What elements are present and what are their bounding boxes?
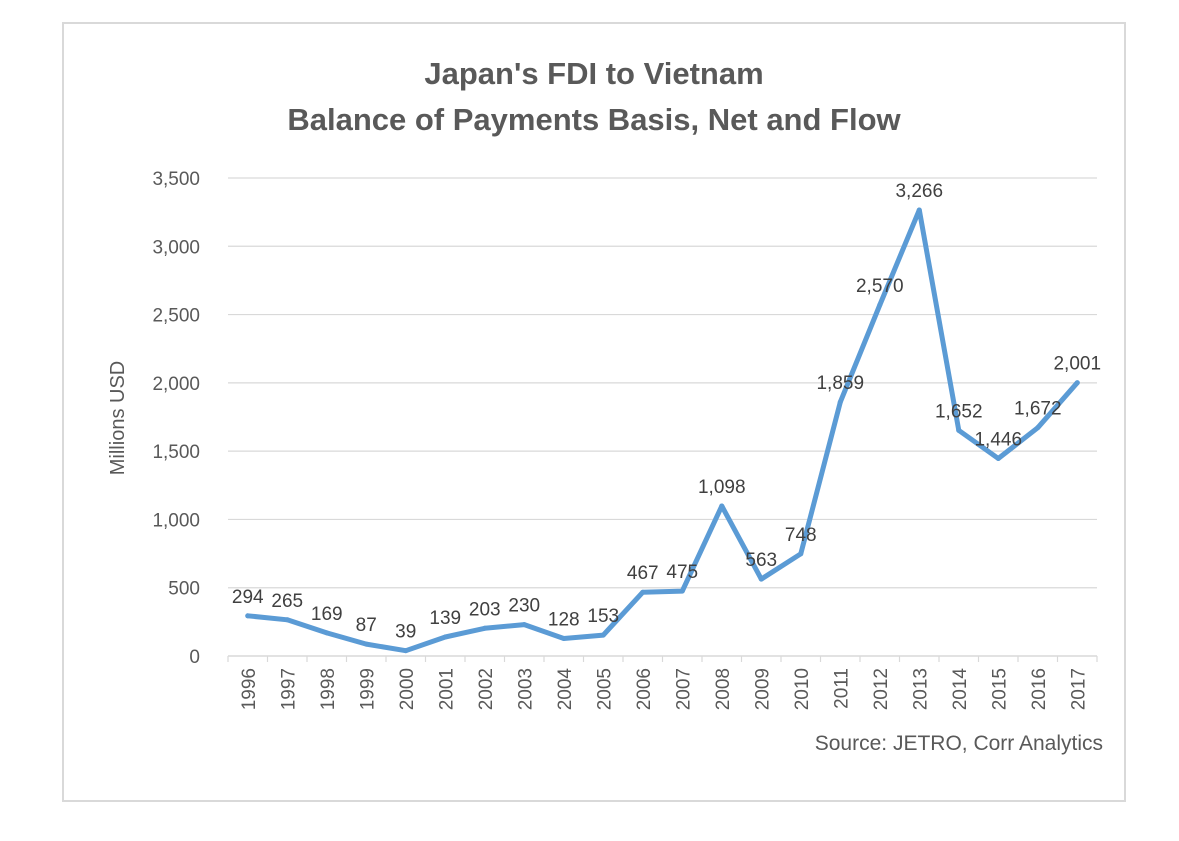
y-tick-label: 500 bbox=[168, 579, 200, 600]
x-tick-label: 2009 bbox=[752, 668, 773, 710]
x-tick-label: 2012 bbox=[871, 668, 892, 710]
data-point bbox=[600, 632, 606, 638]
x-tick-label: 2017 bbox=[1068, 668, 1089, 710]
x-tick-label: 2005 bbox=[594, 668, 615, 710]
data-label: 748 bbox=[785, 525, 817, 546]
data-point bbox=[324, 630, 330, 636]
data-point bbox=[640, 589, 646, 595]
x-tick-label: 2007 bbox=[673, 668, 694, 710]
data-label: 139 bbox=[429, 608, 461, 629]
x-tick-label: 1998 bbox=[318, 668, 339, 710]
data-labels: 294 265 169 87 39 139 203 230 128 153 467 475 1,098 5… bbox=[232, 181, 1101, 643]
data-point bbox=[877, 302, 883, 308]
x-axis-ticks: 1996 1997 1998 1999 2000 2001 2002 2003 2004 2005… bbox=[227, 656, 1098, 711]
data-point bbox=[403, 648, 409, 654]
x-tick-label: 2016 bbox=[1029, 668, 1050, 710]
data-label: 265 bbox=[271, 591, 303, 612]
data-label: 563 bbox=[745, 550, 777, 571]
data-label: 87 bbox=[356, 615, 377, 636]
data-point bbox=[956, 427, 962, 433]
data-label: 230 bbox=[508, 596, 540, 617]
data-label: 2,001 bbox=[1053, 354, 1101, 375]
data-point bbox=[995, 456, 1001, 462]
data-point bbox=[363, 641, 369, 647]
data-point bbox=[758, 576, 764, 582]
data-label: 153 bbox=[587, 606, 619, 627]
data-label: 294 bbox=[232, 587, 264, 608]
data-point bbox=[1035, 425, 1041, 431]
x-tick-label: 2010 bbox=[792, 668, 813, 710]
data-label: 1,652 bbox=[935, 401, 983, 422]
x-tick-label: 2001 bbox=[436, 668, 457, 710]
data-point bbox=[719, 503, 725, 509]
x-tick-label: 2003 bbox=[515, 668, 536, 710]
y-tick-label: 2,000 bbox=[152, 374, 200, 395]
chart-title: Japan's FDI to Vietnam bbox=[424, 56, 763, 91]
chart-frame bbox=[62, 22, 1126, 802]
data-point bbox=[442, 634, 448, 640]
data-label: 1,859 bbox=[816, 373, 864, 394]
y-axis-ticks: 0 500 1,000 1,500 2,000 2,500 3,000 3,500 bbox=[152, 169, 200, 668]
data-point bbox=[284, 617, 290, 623]
data-point bbox=[679, 588, 685, 594]
data-label: 2,570 bbox=[856, 276, 904, 297]
x-tick-label: 1996 bbox=[239, 668, 260, 710]
x-tick-label: 1999 bbox=[357, 668, 378, 710]
x-tick-label: 1997 bbox=[278, 668, 299, 710]
y-tick-label: 1,000 bbox=[152, 510, 200, 531]
x-tick-label: 2002 bbox=[476, 668, 497, 710]
data-label: 1,672 bbox=[1014, 399, 1062, 420]
x-tick-label: 2000 bbox=[397, 668, 418, 710]
x-tick-label: 2015 bbox=[989, 668, 1010, 710]
series-line bbox=[245, 207, 1080, 654]
data-point bbox=[1074, 380, 1080, 386]
series-group bbox=[245, 207, 1080, 654]
data-label: 1,446 bbox=[974, 430, 1022, 451]
y-axis-title: Millions USD bbox=[107, 361, 129, 475]
data-label: 1,098 bbox=[698, 477, 746, 498]
source-note: Source: JETRO, Corr Analytics bbox=[815, 732, 1103, 755]
y-tick-label: 0 bbox=[189, 647, 200, 668]
y-tick-label: 1,500 bbox=[152, 442, 200, 463]
data-label: 475 bbox=[666, 562, 698, 583]
x-tick-label: 2011 bbox=[831, 668, 852, 709]
data-label: 203 bbox=[469, 599, 501, 620]
data-point bbox=[482, 625, 488, 631]
y-tick-label: 3,000 bbox=[152, 237, 200, 258]
x-tick-label: 2008 bbox=[713, 668, 734, 710]
data-point bbox=[245, 613, 251, 619]
data-label: 39 bbox=[395, 622, 416, 643]
y-tick-label: 2,500 bbox=[152, 306, 200, 327]
data-point bbox=[916, 207, 922, 213]
gridlines bbox=[228, 177, 1097, 657]
x-tick-label: 2014 bbox=[950, 668, 971, 711]
data-point bbox=[837, 399, 843, 405]
x-tick-label: 2013 bbox=[910, 668, 931, 710]
chart-subtitle: Balance of Payments Basis, Net and Flow bbox=[287, 102, 901, 137]
x-tick-label: 2006 bbox=[634, 668, 655, 710]
data-point bbox=[798, 551, 804, 557]
data-point bbox=[561, 636, 567, 642]
data-label: 128 bbox=[548, 610, 580, 631]
data-point bbox=[521, 622, 527, 628]
data-label: 169 bbox=[311, 604, 343, 625]
data-label: 3,266 bbox=[895, 181, 943, 202]
x-tick-label: 2004 bbox=[555, 668, 576, 711]
y-tick-label: 3,500 bbox=[152, 169, 200, 190]
data-label: 467 bbox=[627, 563, 659, 584]
